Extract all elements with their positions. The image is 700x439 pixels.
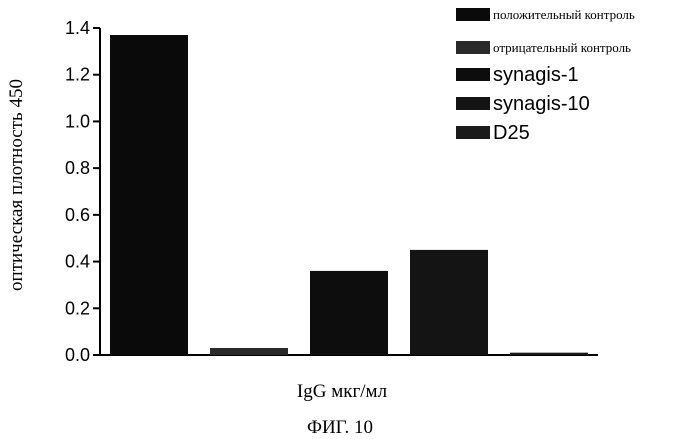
- x-axis-label: IgG мкг/мл: [297, 381, 388, 402]
- legend-swatch-2: [456, 68, 490, 81]
- legend-label-2: synagis-1: [493, 64, 579, 86]
- legend-label-4: D25: [493, 122, 530, 144]
- y-tick-label: 1.2: [65, 65, 90, 85]
- y-tick-label: 1.4: [65, 18, 90, 38]
- legend-swatch-4: [456, 126, 490, 139]
- bar-0: [110, 35, 188, 355]
- y-tick-label: 0.6: [65, 205, 90, 225]
- bar-2: [310, 271, 388, 355]
- figure-caption: ФИГ. 10: [307, 417, 373, 438]
- legend-swatch-3: [456, 97, 490, 110]
- y-tick-label: 0.8: [65, 158, 90, 178]
- legend: положительный контроль отрицательный конт…: [456, 7, 635, 144]
- legend-swatch-0: [456, 8, 490, 21]
- legend-label-3: synagis-10: [493, 93, 590, 115]
- y-tick-label: 0.0: [65, 345, 90, 365]
- y-tick-label: 1.0: [65, 111, 90, 131]
- bar-3: [410, 250, 488, 355]
- y-tick-label: 0.4: [65, 252, 90, 272]
- y-axis-label: оптическая плотность 450: [6, 79, 27, 291]
- legend-swatch-1: [456, 41, 490, 54]
- y-tick-label: 0.2: [65, 298, 90, 318]
- legend-label-1: отрицательный контроль: [493, 40, 631, 55]
- legend-label-0: положительный контроль: [493, 7, 635, 22]
- bar-4: [510, 353, 588, 355]
- bar-1: [210, 348, 288, 355]
